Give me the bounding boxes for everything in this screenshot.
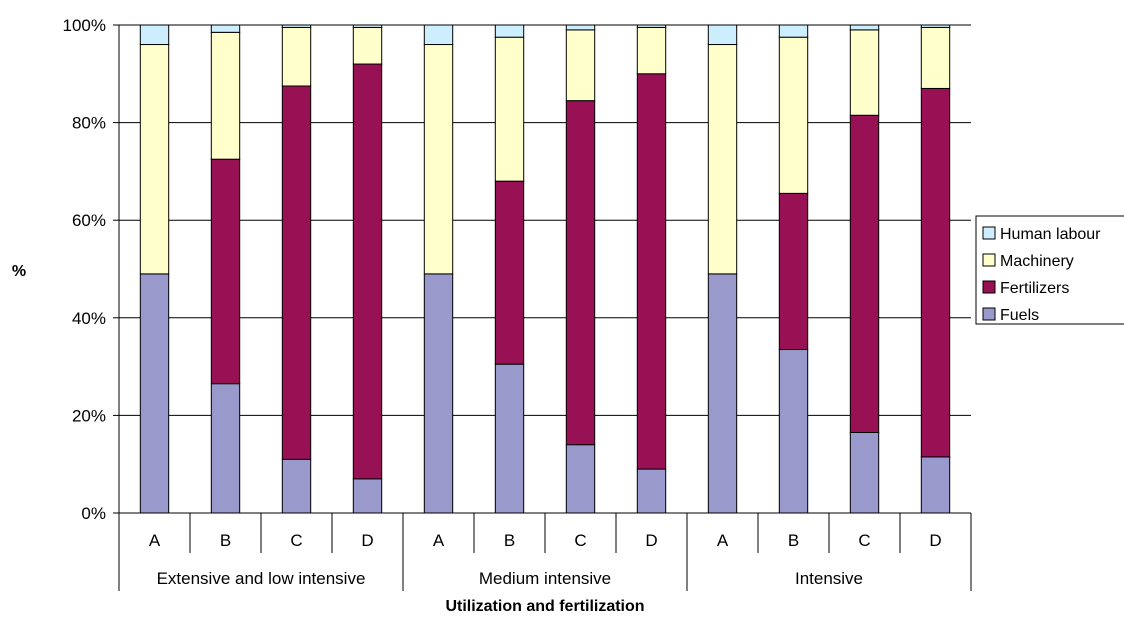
bar-segment bbox=[920, 456, 951, 514]
legend-swatch bbox=[982, 280, 996, 294]
bar-segment bbox=[565, 29, 596, 102]
y-tick-label: 80% bbox=[72, 114, 106, 133]
bars bbox=[139, 24, 951, 514]
bar-segment bbox=[494, 180, 525, 365]
y-tick-label: 40% bbox=[72, 309, 106, 328]
x-axis-title: Utilization and fertilization bbox=[445, 598, 644, 615]
y-tick-labels: 0% 20% 40% 60% 80% 100% bbox=[63, 16, 106, 523]
bar-segment bbox=[210, 383, 241, 514]
bar-segment bbox=[139, 44, 170, 275]
x-category-label: A bbox=[717, 531, 729, 550]
bar-segment bbox=[849, 114, 880, 433]
bar-segment bbox=[565, 24, 596, 31]
bar-segment bbox=[423, 273, 454, 514]
bar-segment bbox=[636, 24, 667, 28]
bar-segment bbox=[920, 24, 951, 28]
bar-segment bbox=[210, 31, 241, 160]
bar-segment bbox=[494, 363, 525, 514]
legend-label: Human labour bbox=[1000, 226, 1101, 243]
x-category-label: B bbox=[504, 531, 515, 550]
x-category-label: D bbox=[645, 531, 657, 550]
x-category-label: B bbox=[220, 531, 231, 550]
bar-segment bbox=[920, 26, 951, 89]
legend-swatch bbox=[982, 226, 996, 240]
x-category-label: A bbox=[433, 531, 445, 550]
legend-box bbox=[975, 215, 1124, 325]
x-category-label: C bbox=[290, 531, 302, 550]
x-category-label: D bbox=[929, 531, 941, 550]
bar-segment bbox=[636, 468, 667, 514]
y-tick-label: 20% bbox=[72, 406, 106, 425]
legend-label: Fuels bbox=[1000, 307, 1039, 324]
bar-segment bbox=[778, 36, 809, 194]
bar-segment bbox=[849, 431, 880, 514]
bar-segment bbox=[494, 36, 525, 182]
bar-segment bbox=[636, 73, 667, 470]
bar-segment bbox=[778, 349, 809, 514]
x-group-label: Extensive and low intensive bbox=[157, 569, 366, 588]
y-axis-title: % bbox=[12, 263, 26, 280]
x-category-label: A bbox=[149, 531, 161, 550]
bar-segment bbox=[778, 192, 809, 351]
legend: Human labour Machinery Fertilizers Fuels bbox=[975, 215, 1124, 325]
bar-segment bbox=[352, 478, 383, 514]
bar-segment bbox=[778, 24, 809, 38]
bar-segment bbox=[636, 26, 667, 75]
legend-label: Machinery bbox=[1000, 253, 1074, 270]
bar-segment bbox=[281, 24, 312, 28]
bar-segment bbox=[352, 63, 383, 480]
bar-segment bbox=[565, 444, 596, 514]
bar-segment bbox=[707, 24, 738, 46]
bar-segment bbox=[281, 85, 312, 460]
bar-segment bbox=[920, 87, 951, 458]
bar-segment bbox=[281, 26, 312, 87]
bar-segment bbox=[707, 273, 738, 514]
axes bbox=[113, 24, 972, 591]
bar-segment bbox=[423, 24, 454, 46]
bar-segment bbox=[849, 24, 880, 31]
legend-swatch bbox=[982, 307, 996, 321]
x-group-label: Medium intensive bbox=[479, 569, 611, 588]
legend-label: Fertilizers bbox=[1000, 280, 1069, 297]
bar-segment bbox=[352, 24, 383, 28]
bar-segment bbox=[849, 29, 880, 116]
bar-segment bbox=[565, 100, 596, 446]
x-category-labels: A B C D A B C D A B C D Extensive and low intensive M… bbox=[149, 531, 942, 588]
gridlines bbox=[119, 24, 971, 514]
y-tick-label: 60% bbox=[72, 211, 106, 230]
y-tick-label: 0% bbox=[81, 504, 106, 523]
bar-segment bbox=[139, 24, 170, 46]
x-category-label: C bbox=[858, 531, 870, 550]
bar-segment bbox=[423, 44, 454, 275]
bar-segment bbox=[494, 24, 525, 38]
legend-swatch bbox=[982, 253, 996, 267]
bar-segment bbox=[707, 44, 738, 275]
x-category-label: B bbox=[788, 531, 799, 550]
bar-segment bbox=[139, 273, 170, 514]
bar-segment bbox=[210, 24, 241, 33]
x-group-label: Intensive bbox=[795, 569, 863, 588]
x-category-label: D bbox=[361, 531, 373, 550]
bar-segment bbox=[210, 158, 241, 385]
bar-segment bbox=[281, 458, 312, 514]
y-tick-label: 100% bbox=[63, 16, 106, 35]
bar-segment bbox=[352, 26, 383, 65]
x-category-label: C bbox=[574, 531, 586, 550]
